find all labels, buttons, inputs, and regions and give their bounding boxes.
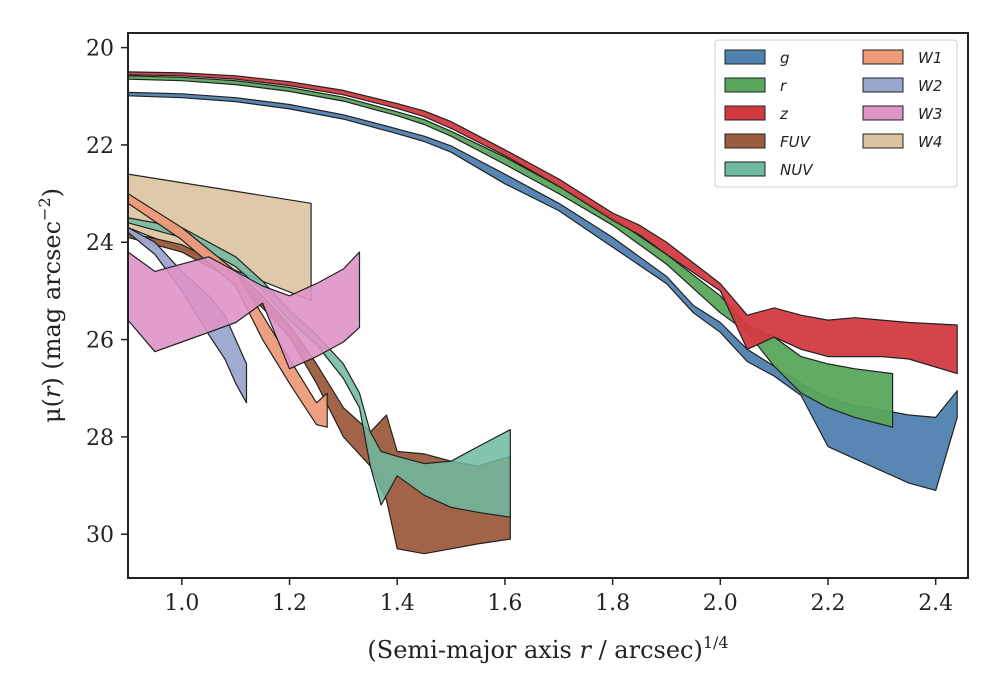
- legend-box: [714, 39, 958, 188]
- legend-item-w2: W2: [862, 77, 942, 95]
- legend-item-z: z: [724, 105, 789, 123]
- x-tick-label: 1.2: [272, 591, 307, 616]
- x-axis-ticks: 1.0 1.2 1.4 1.6 1.8 2.0 2.2 2.4: [164, 578, 953, 616]
- legend-label: NUV: [780, 161, 814, 179]
- legend-swatch: [862, 49, 904, 65]
- x-tick-label: 1.0: [164, 591, 199, 616]
- legend-label: r: [780, 77, 787, 95]
- legend-label: W3: [918, 105, 942, 123]
- y-tick-label: 28: [86, 426, 114, 451]
- y-tick-label: 20: [86, 37, 114, 62]
- legend-label: W2: [918, 77, 942, 95]
- legend-item-w4: W4: [862, 133, 942, 151]
- band-r: [128, 75, 894, 428]
- plot-frame: [127, 32, 969, 579]
- y-tick-label: 24: [86, 231, 114, 256]
- legend-label: g: [780, 49, 790, 67]
- profile-bands: [128, 71, 958, 555]
- legend-item-nuv: NUV: [724, 161, 814, 179]
- legend-swatch: [862, 133, 904, 149]
- x-tick-label: 1.4: [380, 591, 415, 616]
- legend-label: W1: [918, 49, 942, 67]
- legend-swatch: [724, 161, 766, 177]
- x-tick-label: 1.8: [595, 591, 630, 616]
- x-tick-label: 2.0: [703, 591, 738, 616]
- legend-swatch: [862, 105, 904, 121]
- legend-item-r: r: [724, 77, 787, 95]
- y-axis-ticks: 20 22 24 26 28 30: [86, 37, 128, 548]
- x-tick-label: 1.6: [487, 591, 522, 616]
- legend-item-w3: W3: [862, 105, 942, 123]
- legend-swatch: [724, 49, 766, 65]
- legend-swatch: [724, 105, 766, 121]
- y-axis-label: μ(r) (mag arcsec−2): [35, 188, 66, 423]
- band-w3: [128, 251, 361, 370]
- y-tick-label: 30: [86, 523, 114, 548]
- legend-swatch: [724, 133, 766, 149]
- legend-label: z: [779, 105, 789, 123]
- legend: grz FUV NUV W1 W2 W3 W4: [714, 39, 958, 188]
- x-axis-label: (Semi-major axis r / arcsec)1/4: [367, 633, 728, 664]
- legend-swatch: [862, 77, 904, 93]
- legend-item-w1: W1: [862, 49, 942, 67]
- y-tick-label: 22: [86, 134, 114, 159]
- legend-label: FUV: [780, 133, 812, 151]
- legend-label: W4: [918, 133, 942, 151]
- band-z: [128, 71, 958, 375]
- x-tick-label: 2.2: [811, 591, 846, 616]
- legend-item-g: g: [724, 49, 790, 67]
- legend-swatch: [724, 77, 766, 93]
- y-tick-label: 26: [86, 329, 114, 354]
- x-tick-label: 2.4: [918, 591, 953, 616]
- band-g: [128, 91, 958, 491]
- legend-item-fuv: FUV: [724, 133, 812, 151]
